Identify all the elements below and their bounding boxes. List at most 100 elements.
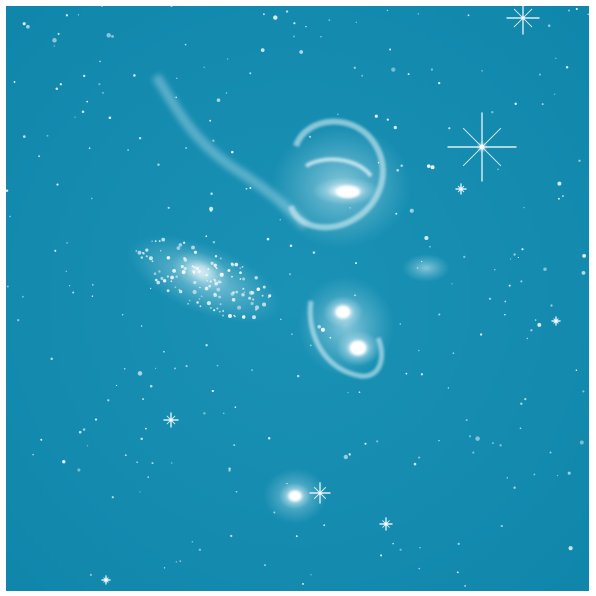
- star: [72, 291, 75, 294]
- star: [533, 473, 536, 476]
- star-forming-knot: [175, 275, 178, 278]
- star-forming-knot: [227, 269, 231, 272]
- star: [561, 195, 564, 198]
- star: [77, 468, 81, 472]
- star-forming-knot: [196, 301, 199, 304]
- star: [26, 24, 30, 29]
- star: [513, 253, 516, 256]
- star: [395, 212, 398, 215]
- star: [65, 14, 69, 17]
- star: [210, 192, 213, 195]
- star: [418, 567, 421, 570]
- star-forming-knot: [230, 262, 234, 266]
- star: [320, 36, 322, 38]
- star: [329, 336, 332, 339]
- star-forming-knot: [214, 255, 218, 258]
- star: [400, 164, 403, 167]
- star: [295, 535, 298, 538]
- star: [452, 352, 455, 354]
- star: [421, 260, 423, 263]
- star-forming-knot: [192, 270, 196, 274]
- star: [101, 6, 103, 8]
- star: [249, 72, 252, 75]
- star: [191, 541, 194, 543]
- star-forming-knot: [158, 240, 161, 243]
- star: [448, 127, 451, 130]
- star: [538, 73, 541, 76]
- star-forming-knot: [154, 240, 157, 242]
- star: [88, 147, 91, 149]
- star: [149, 384, 153, 388]
- star: [122, 314, 124, 316]
- star: [293, 35, 295, 38]
- star: [491, 111, 494, 114]
- star: [418, 456, 421, 459]
- star-forming-knot: [142, 252, 145, 255]
- star: [514, 102, 517, 105]
- star: [52, 38, 57, 43]
- galaxy-bottom-elliptical: [263, 468, 327, 524]
- star-forming-knot: [198, 298, 201, 300]
- star: [386, 9, 389, 12]
- star: [320, 327, 325, 332]
- bright-star: [551, 316, 561, 326]
- star: [587, 13, 589, 16]
- star: [456, 571, 459, 574]
- star: [426, 164, 431, 168]
- star: [99, 60, 101, 63]
- star: [184, 43, 187, 46]
- star: [424, 235, 429, 241]
- star: [163, 350, 165, 353]
- star: [568, 9, 570, 12]
- star: [386, 118, 389, 121]
- star: [312, 251, 316, 254]
- star: [420, 373, 424, 376]
- star-forming-knot: [217, 280, 221, 284]
- star: [263, 13, 265, 16]
- star: [364, 442, 367, 445]
- star: [147, 476, 150, 478]
- star: [66, 242, 68, 244]
- star: [185, 365, 188, 368]
- star: [504, 313, 506, 316]
- star-forming-knot: [166, 289, 170, 293]
- star-forming-knot: [243, 291, 246, 293]
- star-forming-knot: [151, 260, 154, 263]
- star: [203, 412, 206, 415]
- star: [151, 240, 153, 243]
- star: [56, 183, 59, 186]
- bright-star: [455, 183, 467, 195]
- star: [317, 325, 321, 329]
- star: [216, 98, 221, 102]
- star-forming-knot: [248, 296, 252, 300]
- star: [21, 295, 24, 298]
- star-forming-knot: [213, 278, 216, 281]
- star: [59, 83, 62, 86]
- star-forming-knot: [182, 241, 186, 244]
- star: [9, 215, 12, 218]
- star: [154, 367, 157, 370]
- star-forming-knot: [166, 256, 171, 260]
- star-forming-knot: [200, 295, 203, 298]
- star: [137, 371, 143, 376]
- star: [413, 462, 417, 466]
- star: [305, 25, 307, 28]
- star: [91, 295, 94, 297]
- star-forming-knot: [137, 250, 142, 255]
- star: [374, 114, 378, 118]
- star: [226, 58, 229, 60]
- star-forming-knot: [170, 280, 173, 282]
- star: [54, 249, 57, 252]
- star: [127, 149, 129, 151]
- star: [534, 319, 537, 321]
- star: [136, 461, 138, 464]
- star: [279, 219, 281, 221]
- star: [575, 7, 578, 11]
- star-forming-knot: [162, 279, 167, 283]
- star: [286, 482, 288, 485]
- star: [389, 48, 392, 51]
- star: [419, 547, 421, 549]
- star: [524, 397, 527, 401]
- star: [504, 300, 507, 303]
- star: [293, 22, 296, 25]
